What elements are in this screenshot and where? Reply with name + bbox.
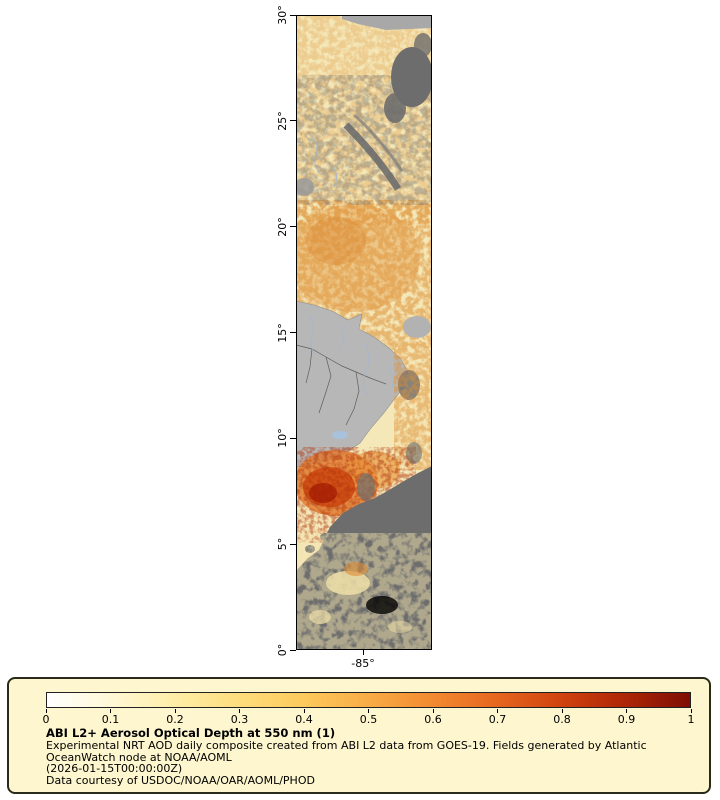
colorbar-tick-label: 0.6: [424, 713, 442, 726]
colorbar-tick-label: 0: [42, 713, 50, 726]
y-axis-tick: [290, 543, 296, 545]
y-axis-tick: [290, 332, 296, 333]
colorbar-tick: [432, 709, 434, 713]
colorbar-tick: [303, 709, 305, 713]
colorbar-tick: [368, 709, 369, 713]
lake: [332, 431, 348, 439]
y-axis-tick: [290, 437, 296, 439]
country-borders: [296, 344, 387, 426]
colorbar-tick-label: 0.7: [488, 713, 507, 726]
x-axis-tick-label: -85°: [351, 657, 375, 670]
colorbar-tick-label: 1: [687, 713, 695, 726]
colorbar-tick: [497, 709, 498, 713]
colorbar-tick-label: 0.3: [230, 713, 249, 726]
y-axis-tick: [290, 226, 296, 228]
y-axis-tick-label: 0°: [276, 643, 289, 657]
y-axis-tick: [290, 649, 296, 651]
map-border: [296, 15, 432, 650]
dust-band-moderate: [296, 204, 420, 312]
y-axis-tick-label: 10°: [276, 428, 289, 449]
river-lines-north: [309, 134, 338, 188]
caption-block: ABI L2+ Aerosol Optical Depth at 550 nm …: [46, 727, 698, 786]
land-central-america: [296, 300, 432, 470]
caption-title: ABI L2+ Aerosol Optical Depth at 550 nm …: [46, 726, 336, 740]
legend-panel: 0 0.1 0.2 0.3 0.4 0.5 0.6 0.7 0.8 0.9 1 ABI L2+ Ae…: [7, 677, 711, 794]
colorbar-tick: [45, 709, 47, 713]
colorbar-tick: [174, 709, 176, 713]
y-axis-tick-label: 20°: [276, 216, 289, 237]
colorbar-tick: [690, 709, 692, 713]
colorbar-tick: [561, 709, 563, 713]
y-axis-tick: [290, 120, 296, 122]
y-axis-tick-label: 15°: [276, 322, 289, 343]
colorbar-tick-label: 0.2: [166, 713, 184, 726]
caption-timestamp: (2026-01-15T00:00:00Z): [46, 762, 183, 775]
y-axis-tick-label: 30°: [276, 5, 289, 25]
colorbar-tick: [239, 709, 240, 713]
cloud-no-data-north: [296, 15, 432, 196]
colorbar-tick-label: 0.9: [617, 713, 636, 726]
colorbar-tick-label: 0.1: [101, 713, 120, 726]
aod-map: [296, 15, 432, 650]
caption-credit: Data courtesy of USDOC/NOAA/OAR/AOML/PHO…: [46, 773, 315, 787]
colorbar-tick: [626, 709, 627, 713]
colorbar-gradient: [46, 692, 691, 708]
cloud-no-data-south: [296, 466, 432, 650]
caption-description: Experimental NRT AOD daily composite cre…: [46, 739, 647, 764]
x-axis-tick: [363, 650, 364, 655]
colorbar-ticks: 0 0.1 0.2 0.3 0.4 0.5 0.6 0.7 0.8 0.9 1: [9, 679, 713, 729]
y-axis-tick: [290, 14, 296, 16]
colorbar-tick: [110, 709, 111, 713]
colorbar-tick-label: 0.8: [553, 713, 571, 726]
river-lines-land: [307, 314, 394, 396]
y-axis-tick-label: 25°: [276, 111, 289, 131]
colorbar-tick-label: 0.4: [295, 713, 313, 726]
y-axis-tick-label: 5°: [276, 537, 289, 551]
map-axes: -85° 30° 25° 20° 15° 10° 5° 0°: [276, 5, 375, 670]
colorbar-tick-label: 0.5: [359, 713, 378, 726]
